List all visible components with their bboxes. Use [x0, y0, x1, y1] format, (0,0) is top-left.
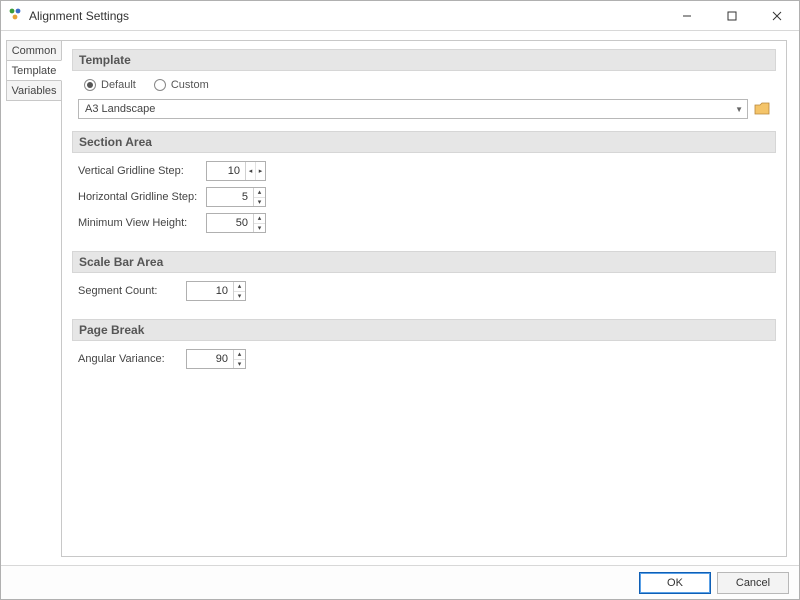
window-controls	[664, 1, 799, 30]
tab-template[interactable]: Template	[6, 60, 62, 81]
vertical-gridline-spinner[interactable]: 10 ◂▸	[206, 161, 266, 181]
tab-strip: Common Template Variables	[6, 36, 62, 565]
tab-common[interactable]: Common	[6, 40, 62, 61]
spinner-up-icon[interactable]: ▴	[254, 214, 265, 224]
segment-count-spinner[interactable]: 10 ▴▾	[186, 281, 246, 301]
spinner-left-icon[interactable]: ◂	[246, 162, 256, 180]
dialog-body: Common Template Variables Template Defau…	[1, 31, 799, 565]
template-dropdown-value: A3 Landscape	[85, 103, 155, 115]
horizontal-gridline-label: Horizontal Gridline Step:	[78, 191, 198, 203]
template-section-header: Template	[72, 49, 776, 71]
horizontal-gridline-value: 5	[207, 188, 253, 206]
tab-variables[interactable]: Variables	[6, 80, 62, 101]
angular-variance-label: Angular Variance:	[78, 353, 178, 365]
browse-template-icon[interactable]	[754, 101, 770, 117]
app-icon	[7, 6, 23, 25]
window: Alignment Settings Common Template Varia…	[0, 0, 800, 600]
maximize-button[interactable]	[709, 1, 754, 30]
window-title: Alignment Settings	[29, 9, 129, 23]
spinner-right-icon[interactable]: ▸	[256, 162, 265, 180]
min-view-height-value: 50	[207, 214, 253, 232]
ok-button[interactable]: OK	[639, 572, 711, 594]
spinner-down-icon[interactable]: ▾	[254, 198, 265, 207]
spinner-up-icon[interactable]: ▴	[234, 350, 245, 360]
template-dropdown[interactable]: A3 Landscape ▼	[78, 99, 748, 119]
horizontal-gridline-spinner[interactable]: 5 ▴▾	[206, 187, 266, 207]
radio-default-label: Default	[101, 79, 136, 91]
segment-count-value: 10	[187, 282, 233, 300]
spinner-down-icon[interactable]: ▾	[254, 224, 265, 233]
scale-bar-header: Scale Bar Area	[72, 251, 776, 273]
vertical-gridline-value: 10	[207, 162, 245, 180]
spinner-down-icon[interactable]: ▾	[234, 292, 245, 301]
minimize-button[interactable]	[664, 1, 709, 30]
spinner-down-icon[interactable]: ▾	[234, 360, 245, 369]
dialog-footer: OK Cancel	[1, 565, 799, 599]
min-view-height-label: Minimum View Height:	[78, 217, 198, 229]
angular-variance-value: 90	[187, 350, 233, 368]
cancel-button[interactable]: Cancel	[717, 572, 789, 594]
titlebar: Alignment Settings	[1, 1, 799, 31]
segment-count-label: Segment Count:	[78, 285, 178, 297]
page-break-header: Page Break	[72, 319, 776, 341]
radio-icon	[154, 79, 166, 91]
min-view-height-spinner[interactable]: 50 ▴▾	[206, 213, 266, 233]
vertical-gridline-label: Vertical Gridline Step:	[78, 165, 198, 177]
tab-content: Template Default Custom A3 Landscape	[61, 40, 787, 557]
spinner-up-icon[interactable]: ▴	[234, 282, 245, 292]
radio-custom-label: Custom	[171, 79, 209, 91]
radio-default[interactable]: Default	[84, 79, 136, 91]
chevron-down-icon: ▼	[735, 105, 743, 114]
radio-custom[interactable]: Custom	[154, 79, 209, 91]
section-area-header: Section Area	[72, 131, 776, 153]
angular-variance-spinner[interactable]: 90 ▴▾	[186, 349, 246, 369]
radio-icon	[84, 79, 96, 91]
spinner-up-icon[interactable]: ▴	[254, 188, 265, 198]
close-button[interactable]	[754, 1, 799, 30]
